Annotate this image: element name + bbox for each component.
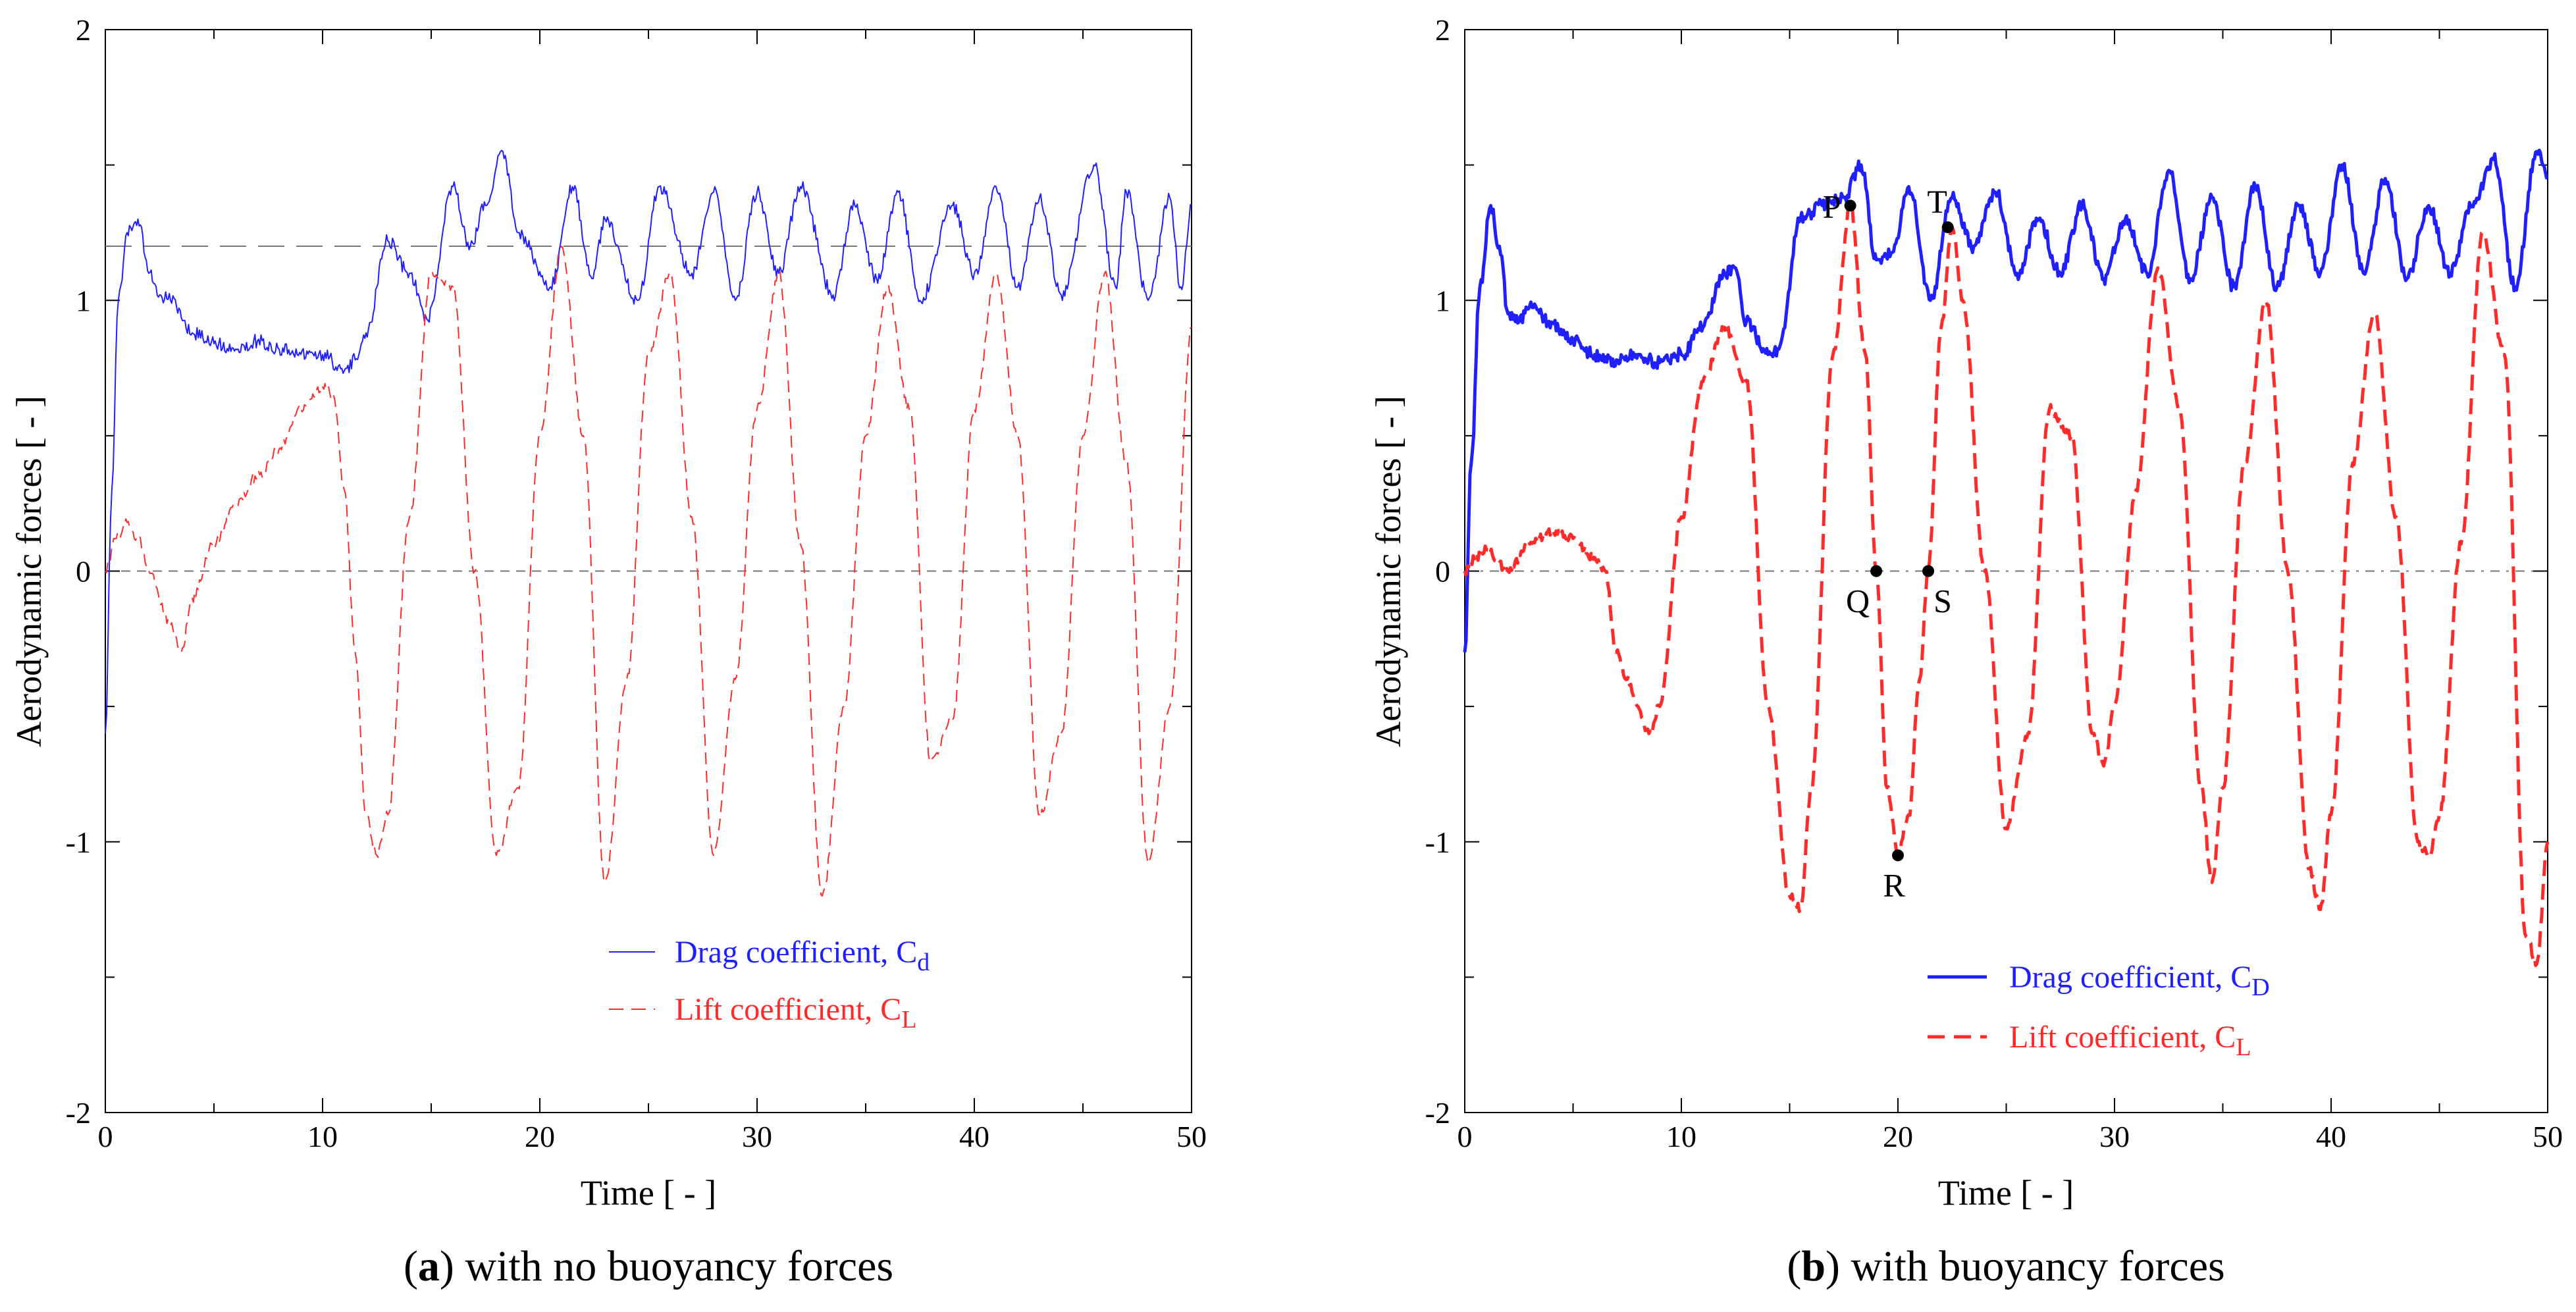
- legend-label-drag-sub: D: [2251, 974, 2269, 1001]
- legend-label-lift: Lift coefficient, CL: [675, 992, 917, 1034]
- lift-series-line: [1463, 201, 2550, 968]
- legend-label-drag-text: Drag coefficient, C: [675, 935, 917, 970]
- legend: Drag coefficient, Cd Lift coefficient, C…: [609, 935, 930, 1034]
- x-tick-labels: 0 10 20 30 40 50: [98, 1120, 1207, 1153]
- panel-a: 0 10 20 30 40 50 -2 -1 0 1 2 Time [ - ] Aerodynam…: [9, 13, 1207, 1290]
- series-group: [105, 149, 1192, 897]
- y-tick-label: -2: [66, 1096, 91, 1130]
- y-axis-title: Aerodynamic forces [ - ]: [1369, 396, 1408, 747]
- drag-series-line: [105, 149, 1192, 734]
- panel-caption-text: with no buoyancy forces: [465, 1242, 893, 1290]
- legend-label-lift-text: Lift coefficient, C: [2009, 1020, 2236, 1055]
- y-tick-labels: -2 -1 0 1 2: [1425, 13, 1450, 1130]
- x-tick-label: 50: [1176, 1120, 1207, 1153]
- annotation-label: P: [1823, 188, 1841, 224]
- annotation-point: [1922, 565, 1935, 577]
- drag-series-line: [1463, 148, 2549, 653]
- annotation-point: [1941, 221, 1954, 234]
- legend-label-drag: Drag coefficient, Cd: [675, 935, 930, 976]
- y-tick-label: -2: [1425, 1096, 1450, 1130]
- legend-label-lift-sub: L: [901, 1006, 916, 1034]
- axis-ticks: [105, 29, 1192, 1113]
- y-tick-label: 2: [76, 13, 91, 47]
- panel-label: b: [1801, 1242, 1826, 1290]
- x-tick-label: 0: [98, 1120, 113, 1153]
- x-tick-label: 30: [742, 1120, 772, 1153]
- panel-caption: (b) with buoyancy forces: [1787, 1242, 2224, 1290]
- y-axis-title: Aerodynamic forces [ - ]: [9, 396, 49, 747]
- x-tick-label: 40: [2316, 1120, 2346, 1153]
- x-tick-label: 30: [2099, 1120, 2130, 1153]
- y-tick-label: -1: [66, 826, 91, 859]
- legend-label-lift-sub: L: [2236, 1034, 2251, 1061]
- legend: Drag coefficient, CD Lift coefficient, C…: [1928, 960, 2270, 1061]
- x-tick-label: 20: [1883, 1120, 1913, 1153]
- annotations: P T Q S R: [1823, 183, 1954, 903]
- lift-series-line: [105, 246, 1192, 897]
- x-tick-label: 10: [307, 1120, 338, 1153]
- x-tick-label: 50: [2533, 1120, 2563, 1153]
- legend-label-drag-sub: d: [917, 949, 930, 976]
- y-tick-label: 2: [1435, 13, 1450, 47]
- x-tick-label: 0: [1458, 1120, 1473, 1153]
- panel-caption-text: with buoyancy forces: [1851, 1242, 2225, 1290]
- y-tick-label: 0: [76, 555, 91, 589]
- x-tick-label: 20: [525, 1120, 555, 1153]
- legend-label-drag-text: Drag coefficient, C: [2009, 960, 2251, 995]
- panel-caption: (a) with no buoyancy forces: [404, 1242, 893, 1290]
- x-tick-label: 10: [1666, 1120, 1696, 1153]
- y-tick-label: 0: [1435, 555, 1450, 589]
- y-tick-label: 1: [1435, 284, 1450, 317]
- annotation-label: R: [1883, 866, 1905, 903]
- x-axis-title: Time [ - ]: [581, 1173, 717, 1213]
- y-tick-labels: -2 -1 0 1 2: [66, 13, 91, 1130]
- series-group: [1463, 148, 2550, 968]
- y-tick-label: 1: [76, 284, 91, 317]
- legend-label-lift-text: Lift coefficient, C: [675, 992, 901, 1027]
- y-tick-label: -1: [1425, 826, 1450, 859]
- reference-lines: [105, 246, 1192, 572]
- x-tick-labels: 0 10 20 30 40 50: [1458, 1120, 2563, 1153]
- annotation-label: Q: [1846, 583, 1870, 619]
- annotation-point: [1870, 565, 1883, 577]
- legend-label-drag: Drag coefficient, CD: [2009, 960, 2270, 1001]
- panel-label: a: [418, 1242, 440, 1290]
- x-axis-title: Time [ - ]: [1938, 1173, 2074, 1213]
- annotation-point: [1844, 199, 1856, 212]
- annotation-label: T: [1927, 183, 1947, 220]
- annotation-point: [1892, 849, 1904, 862]
- panel-b: 0 10 20 30 40 50 -2 -1 0 1 2 P T Q S R Time [ - ] Aer…: [1369, 13, 2563, 1290]
- annotation-label: S: [1933, 583, 1952, 619]
- axis-ticks: [1464, 29, 2548, 1113]
- legend-label-lift: Lift coefficient, CL: [2009, 1020, 2251, 1061]
- x-tick-label: 40: [959, 1120, 989, 1153]
